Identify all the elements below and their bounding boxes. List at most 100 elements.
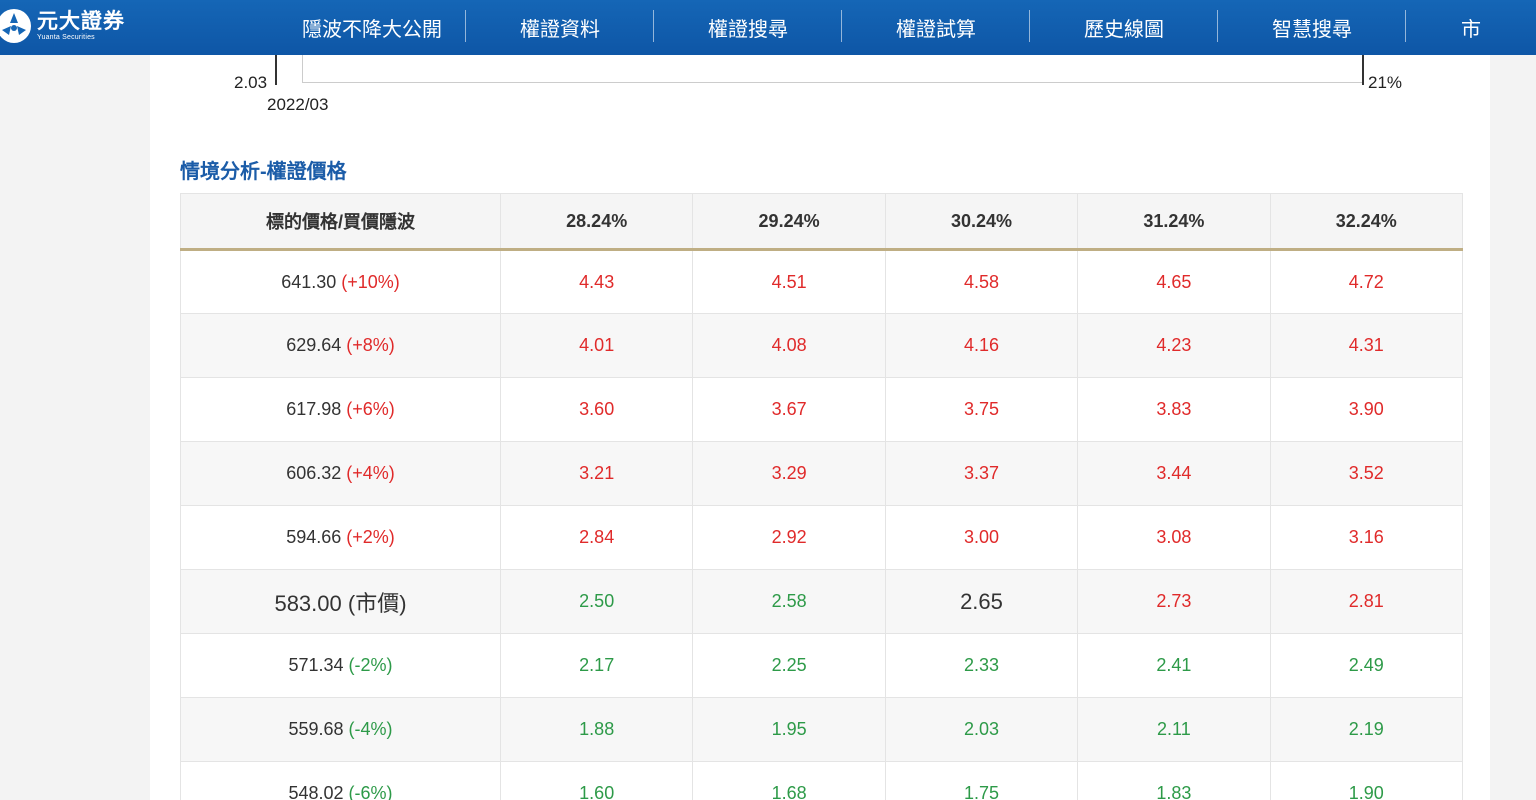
brand-logo[interactable]: 元大證券 Yuanta Securities xyxy=(0,9,125,43)
chart-left-axis xyxy=(275,55,277,85)
warrant-price-cell: 4.23 xyxy=(1077,313,1271,378)
underlying-price-cell: 571.34 (-2%) xyxy=(180,633,501,698)
warrant-price-cell: 2.41 xyxy=(1077,633,1271,698)
warrant-price-cell: 3.29 xyxy=(692,441,886,506)
chart-left-axis-tick: 2.03 xyxy=(234,73,268,92)
underlying-price-cell: 548.02 (-6%) xyxy=(180,761,501,800)
header-iv-col: 28.24% xyxy=(499,193,694,251)
warrant-price-cell: 3.60 xyxy=(499,377,694,442)
warrant-price-cell: 3.67 xyxy=(692,377,886,442)
history-chart-fragment: 2.03 21% 2022/03 xyxy=(150,55,1490,125)
warrant-price-cell: 2.81 xyxy=(1269,569,1463,634)
underlying-price-cell: 629.64 (+8%) xyxy=(180,313,501,378)
brand-name: 元大證券 xyxy=(37,10,125,33)
warrant-price-cell: 2.33 xyxy=(884,633,1079,698)
main-nav: 隱波不降大公開 權證資料 權證搜尋 權證試算 歷史線圖 智慧搜尋 市 xyxy=(278,0,1486,55)
warrant-price-cell: 2.17 xyxy=(499,633,694,698)
nav-item-warrant-calculator[interactable]: 權證試算 xyxy=(842,0,1030,55)
underlying-price: 559.68 xyxy=(288,719,344,739)
price-change: (+6%) xyxy=(346,399,395,419)
underlying-price: 617.98 xyxy=(286,399,342,419)
warrant-price-cell: 2.11 xyxy=(1077,697,1271,762)
underlying-price-cell: 594.66 (+2%) xyxy=(180,505,501,570)
nav-item-warrant-search[interactable]: 權證搜尋 xyxy=(654,0,842,55)
underlying-price: 594.66 xyxy=(286,527,342,547)
warrant-price-cell: 1.88 xyxy=(499,697,694,762)
table-row: 629.64 (+8%) 4.01 4.08 4.16 4.23 4.31 xyxy=(180,313,1463,378)
warrant-price-cell: 3.08 xyxy=(1077,505,1271,570)
nav-item-smart-search[interactable]: 智慧搜尋 xyxy=(1218,0,1406,55)
header-underlying-price-iv: 標的價格/買價隱波 xyxy=(180,193,501,251)
underlying-price-cell: 559.68 (-4%) xyxy=(180,697,501,762)
table-row: 617.98 (+6%) 3.60 3.67 3.75 3.83 3.90 xyxy=(180,377,1463,442)
warrant-price-cell: 4.01 xyxy=(499,313,694,378)
table-row: 559.68 (-4%) 1.88 1.95 2.03 2.11 2.19 xyxy=(180,697,1463,762)
warrant-price-cell: 2.58 xyxy=(692,569,886,634)
price-change: (+4%) xyxy=(346,463,395,483)
warrant-price-cell: 3.83 xyxy=(1077,377,1271,442)
warrant-price-cell: 4.51 xyxy=(692,249,886,314)
warrant-price-cell: 4.58 xyxy=(884,249,1079,314)
chart-baseline xyxy=(302,82,1362,83)
warrant-price-cell: 3.16 xyxy=(1269,505,1463,570)
nav-item-warrant-data[interactable]: 權證資料 xyxy=(466,0,654,55)
warrant-price-cell: 2.25 xyxy=(692,633,886,698)
chart-x-axis-tick: 2022/03 xyxy=(267,95,329,114)
warrant-price-cell: 3.37 xyxy=(884,441,1079,506)
warrant-price-cell: 2.03 xyxy=(884,697,1079,762)
top-navigation-bar: 元大證券 Yuanta Securities 隱波不降大公開 權證資料 權證搜尋… xyxy=(0,0,1536,55)
warrant-price-cell: 3.00 xyxy=(884,505,1079,570)
price-change: (-2%) xyxy=(348,655,393,675)
price-change: (-6%) xyxy=(348,783,393,800)
scenario-price-table: 標的價格/買價隱波 28.24% 29.24% 30.24% 31.24% 32… xyxy=(180,193,1463,800)
warrant-price-cell: 3.21 xyxy=(499,441,694,506)
warrant-price-cell: 4.16 xyxy=(884,313,1079,378)
warrant-price-cell: 3.44 xyxy=(1077,441,1271,506)
warrant-price-cell: 2.92 xyxy=(692,505,886,570)
warrant-price-cell: 4.72 xyxy=(1269,249,1463,314)
underlying-price-cell: 641.30 (+10%) xyxy=(180,249,501,314)
price-change: (+10%) xyxy=(341,271,400,292)
nav-item-iv-reveal[interactable]: 隱波不降大公開 xyxy=(278,0,466,55)
brand-name-english: Yuanta Securities xyxy=(37,34,95,41)
warrant-price-cell: 2.73 xyxy=(1077,569,1271,634)
warrant-price-cell: 2.65 xyxy=(884,569,1079,634)
chart-right-axis-tick: 21% xyxy=(1368,73,1403,92)
table-row: 594.66 (+2%) 2.84 2.92 3.00 3.08 3.16 xyxy=(180,505,1463,570)
chart-right-axis xyxy=(1362,55,1364,85)
underlying-price-cell: 606.32 (+4%) xyxy=(180,441,501,506)
warrant-price-cell: 3.52 xyxy=(1269,441,1463,506)
header-iv-col: 31.24% xyxy=(1077,193,1271,251)
table-row: 548.02 (-6%) 1.60 1.68 1.75 1.83 1.90 xyxy=(180,761,1463,800)
nav-item-history-chart[interactable]: 歷史線圖 xyxy=(1030,0,1218,55)
warrant-price-cell: 4.08 xyxy=(692,313,886,378)
price-change: (+2%) xyxy=(346,527,395,547)
warrant-price-cell: 1.90 xyxy=(1269,761,1463,800)
nav-item-market[interactable]: 市 xyxy=(1461,19,1481,41)
underlying-price: 641.30 xyxy=(281,271,337,292)
underlying-price: 629.64 xyxy=(286,335,342,355)
underlying-price-cell: 617.98 (+6%) xyxy=(180,377,501,442)
warrant-price-cell: 4.31 xyxy=(1269,313,1463,378)
warrant-price-cell: 1.68 xyxy=(692,761,886,800)
underlying-price: 583.00 xyxy=(274,590,342,616)
content-panel: 2.03 21% 2022/03 情境分析-權證價格 標的價格/買價隱波 28.… xyxy=(150,55,1490,800)
table-row: 571.34 (-2%) 2.17 2.25 2.33 2.41 2.49 xyxy=(180,633,1463,698)
table-row: 583.00 (市價) 2.50 2.58 2.65 2.73 2.81 xyxy=(180,569,1463,634)
underlying-price: 571.34 xyxy=(288,655,344,675)
underlying-price: 548.02 xyxy=(288,783,344,800)
header-iv-col: 30.24% xyxy=(884,193,1079,251)
price-change: (-4%) xyxy=(348,719,393,739)
price-change: (市價) xyxy=(347,590,407,616)
underlying-price: 606.32 xyxy=(286,463,342,483)
section-title: 情境分析-權證價格 xyxy=(180,161,347,183)
warrant-price-cell: 1.60 xyxy=(499,761,694,800)
warrant-price-cell: 2.84 xyxy=(499,505,694,570)
warrant-price-cell: 1.83 xyxy=(1077,761,1271,800)
warrant-price-cell: 3.75 xyxy=(884,377,1079,442)
header-iv-col: 32.24% xyxy=(1269,193,1463,251)
warrant-price-cell: 3.90 xyxy=(1269,377,1463,442)
warrant-price-cell: 1.75 xyxy=(884,761,1079,800)
chart-gridline xyxy=(302,55,303,83)
table-header-row: 標的價格/買價隱波 28.24% 29.24% 30.24% 31.24% 32… xyxy=(180,193,1463,251)
